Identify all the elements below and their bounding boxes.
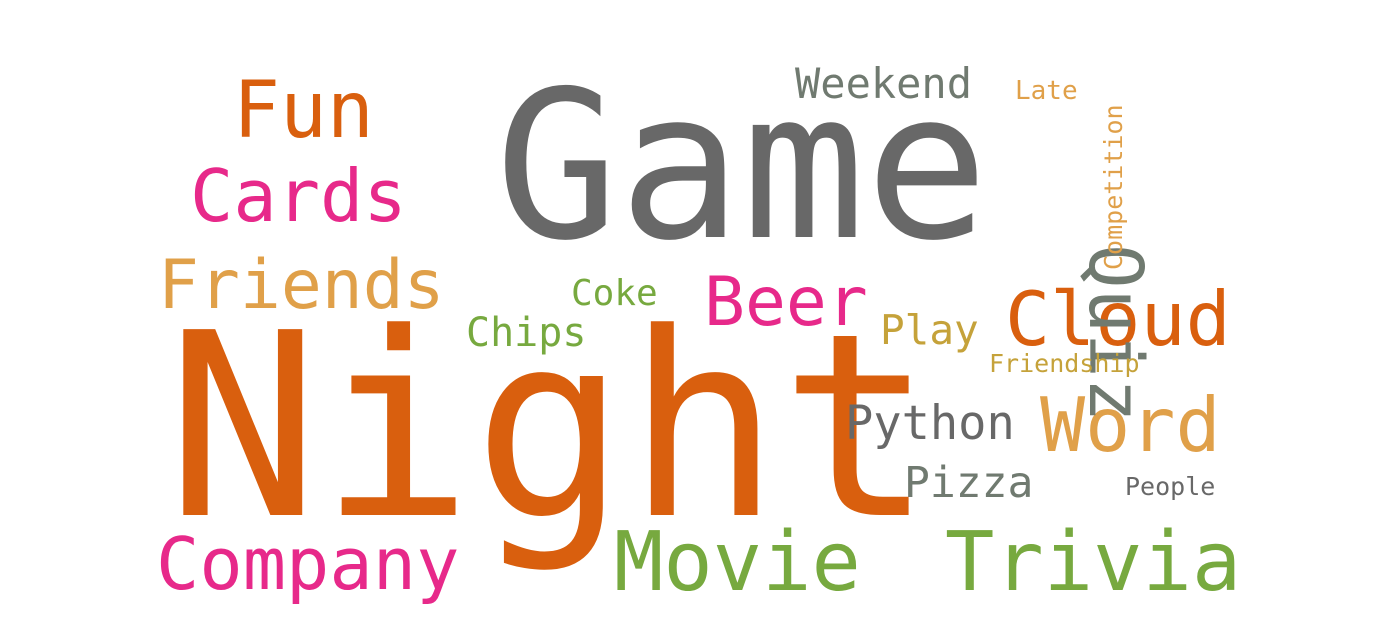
word-trivia: Trivia [945, 515, 1242, 610]
word-quiz: Quiz [1072, 244, 1158, 423]
word-beer: Beer [704, 263, 868, 342]
word-movie: Movie [614, 515, 861, 610]
word-word: Word [1040, 381, 1221, 469]
word-people: People [1125, 472, 1216, 501]
word-pizza: Pizza [904, 458, 1034, 508]
word-game: Game [495, 48, 989, 286]
word-fun: Fun [233, 66, 374, 156]
word-night: Night [166, 279, 934, 576]
word-chips: Chips [466, 310, 587, 356]
word-play: Play [880, 306, 979, 354]
word-coke: Coke [571, 273, 658, 314]
word-weekend: Weekend [795, 59, 973, 108]
word-python: Python [845, 396, 1015, 451]
word-cards: Cards [190, 154, 407, 238]
word-friends: Friends [158, 246, 445, 325]
word-cloud-label: Cloud [1005, 275, 1231, 363]
word-competition: Competition [1099, 104, 1128, 270]
word-company: Company [156, 522, 460, 606]
word-late: Late [1015, 76, 1078, 106]
word-friendship: Friendship [989, 349, 1140, 378]
